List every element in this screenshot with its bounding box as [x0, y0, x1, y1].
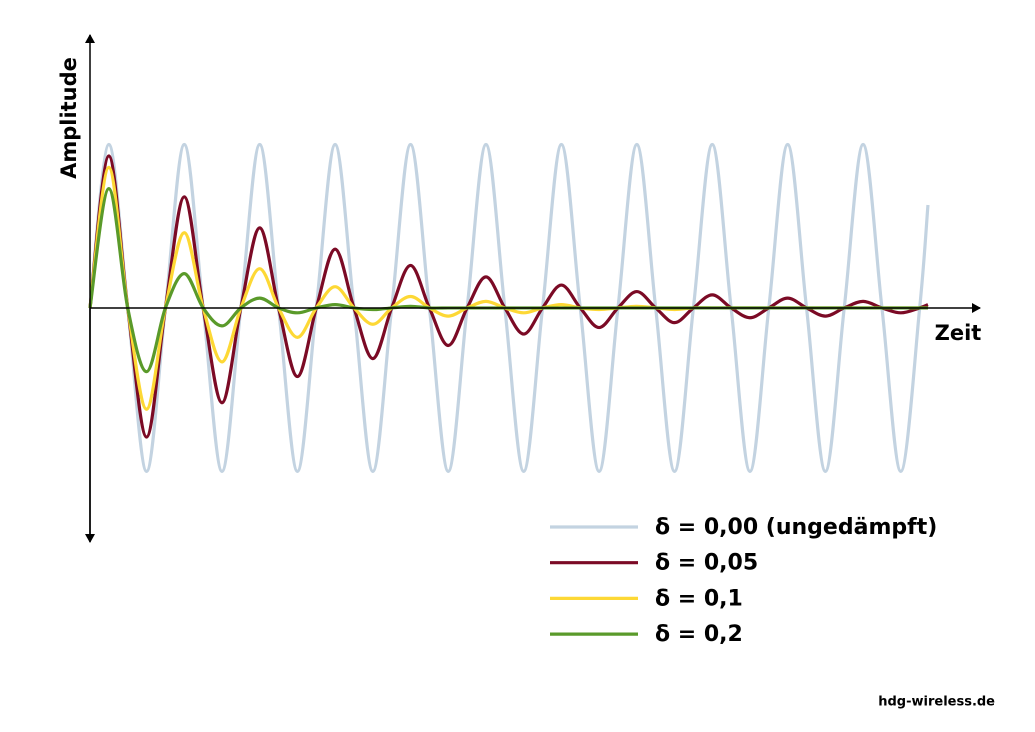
series-line [88, 142, 930, 473]
legend-label: δ = 0,05 [655, 551, 758, 576]
series-line [88, 165, 928, 411]
legend: δ = 0,00 (ungedämpft) δ = 0,05 δ = 0,1 δ = … [550, 515, 937, 647]
legend-label: δ = 0,2 [655, 622, 743, 647]
legend-label: δ = 0,1 [655, 586, 743, 611]
y-axis-label: Amplitude [57, 57, 81, 179]
series-line [88, 154, 929, 439]
x-axis-label: Zeit [935, 321, 982, 345]
credit: hdg-wireless.de [878, 695, 995, 710]
legend-label: δ = 0,00 (ungedämpft) [655, 515, 937, 540]
